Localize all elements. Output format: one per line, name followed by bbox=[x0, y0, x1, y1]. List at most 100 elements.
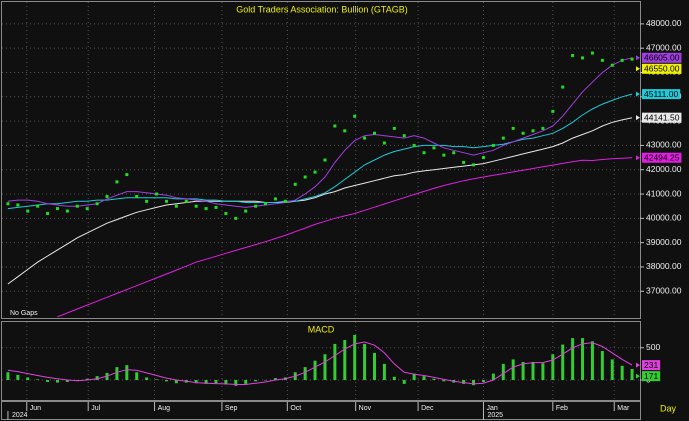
macd-bar bbox=[521, 361, 525, 381]
macd-bar bbox=[620, 365, 624, 381]
macd-bar bbox=[571, 338, 575, 381]
value-label-arrow bbox=[636, 373, 640, 379]
price-dot bbox=[412, 143, 416, 147]
price-dot bbox=[630, 57, 634, 61]
macd-bar bbox=[254, 380, 258, 382]
macd-bar bbox=[600, 351, 604, 381]
macd-bar bbox=[115, 367, 119, 381]
macd-bar bbox=[333, 343, 337, 381]
macd-bar bbox=[135, 372, 139, 381]
price-dot bbox=[343, 129, 347, 133]
price-dot bbox=[422, 151, 426, 155]
price-dot bbox=[264, 202, 268, 206]
price-dot bbox=[75, 204, 79, 208]
moving-average-line bbox=[7, 341, 633, 385]
macd-bar bbox=[6, 372, 10, 381]
macd-bar bbox=[264, 380, 268, 381]
value-label-arrow bbox=[636, 66, 640, 72]
macd-bar bbox=[481, 380, 485, 382]
macd-bar bbox=[303, 367, 307, 381]
moving-average-line bbox=[7, 57, 633, 208]
series-group bbox=[6, 334, 634, 386]
macd-bar bbox=[531, 361, 535, 381]
value-label-bg bbox=[642, 52, 682, 63]
price-dot bbox=[472, 163, 476, 167]
price-dot bbox=[244, 209, 248, 213]
value-label-arrow bbox=[636, 362, 640, 368]
x-tick-label: Sep bbox=[225, 405, 238, 412]
value-label: 45111.00 bbox=[644, 89, 678, 99]
price-dot bbox=[620, 58, 624, 62]
price-dot bbox=[432, 146, 436, 150]
macd-bar bbox=[65, 380, 69, 382]
value-label-bg bbox=[642, 360, 661, 371]
price-dot bbox=[273, 197, 277, 201]
price-dot bbox=[600, 58, 604, 62]
price-dot bbox=[254, 204, 258, 208]
y-tick-label: 47000.00 bbox=[646, 42, 682, 52]
macd-bar bbox=[36, 379, 40, 381]
price-dot bbox=[491, 143, 495, 147]
macd-bar bbox=[501, 363, 505, 381]
macd-bar bbox=[541, 363, 545, 381]
price-dot bbox=[452, 151, 456, 155]
price-dot bbox=[551, 109, 555, 113]
value-label: 231 bbox=[644, 360, 658, 370]
macd-bar bbox=[244, 380, 248, 384]
macd-bar bbox=[313, 360, 317, 381]
y-tick-label: 43000.00 bbox=[646, 140, 682, 150]
price-dot bbox=[85, 207, 89, 211]
price-dot bbox=[541, 126, 545, 130]
macd-bar bbox=[214, 380, 218, 384]
value-label: 44141.50 bbox=[644, 112, 680, 122]
price-dot bbox=[65, 209, 69, 213]
price-dot bbox=[164, 199, 168, 203]
price-dot bbox=[115, 180, 119, 184]
price-dot bbox=[155, 192, 159, 196]
macd-bar bbox=[442, 380, 446, 382]
price-dot bbox=[501, 136, 505, 140]
macd-bar bbox=[353, 334, 357, 381]
x-tick-label: Jul bbox=[91, 405, 100, 412]
macd-bar bbox=[412, 373, 416, 381]
price-dot bbox=[224, 211, 228, 215]
price-dot bbox=[6, 202, 10, 206]
chart-title: Gold Traders Association: Bullion (GTAGB… bbox=[236, 4, 407, 14]
price-dot bbox=[481, 156, 485, 160]
macd-bar bbox=[234, 380, 238, 386]
year-label: 2024 bbox=[12, 412, 28, 419]
value-label-bg bbox=[642, 371, 661, 382]
price-dot bbox=[402, 134, 406, 138]
macd-bar bbox=[462, 380, 466, 384]
macd-bar bbox=[590, 341, 594, 381]
macd-bar bbox=[26, 377, 30, 381]
price-dot bbox=[184, 199, 188, 203]
macd-bar bbox=[145, 377, 149, 381]
macd-bar bbox=[382, 363, 386, 381]
y-tick-label: 41000.00 bbox=[646, 188, 682, 198]
value-label: 42494.25 bbox=[644, 152, 680, 162]
macd-bar bbox=[164, 380, 168, 382]
y-tick-label: 38000.00 bbox=[646, 261, 682, 271]
macd-bar bbox=[363, 343, 367, 381]
macd-bar bbox=[392, 376, 396, 381]
price-dot bbox=[511, 126, 515, 130]
x-tick-label: Oct bbox=[290, 405, 301, 412]
value-label-bg bbox=[642, 89, 681, 100]
macd-bar bbox=[630, 368, 634, 381]
macd-bar bbox=[432, 378, 436, 381]
price-dot bbox=[363, 136, 367, 140]
price-dot bbox=[561, 85, 565, 89]
macd-bar bbox=[581, 338, 585, 381]
y-tick-label: 48000.00 bbox=[646, 18, 682, 28]
price-dot bbox=[234, 216, 238, 220]
price-dot bbox=[283, 199, 287, 203]
value-label: 171 bbox=[644, 371, 658, 381]
macd-bar bbox=[551, 354, 555, 381]
value-label: 46550.00 bbox=[644, 64, 680, 74]
year-label: 2025 bbox=[487, 412, 503, 419]
x-axis-frame bbox=[1, 401, 641, 420]
price-dot bbox=[531, 129, 535, 133]
x-tick-label: Jan bbox=[486, 405, 497, 412]
